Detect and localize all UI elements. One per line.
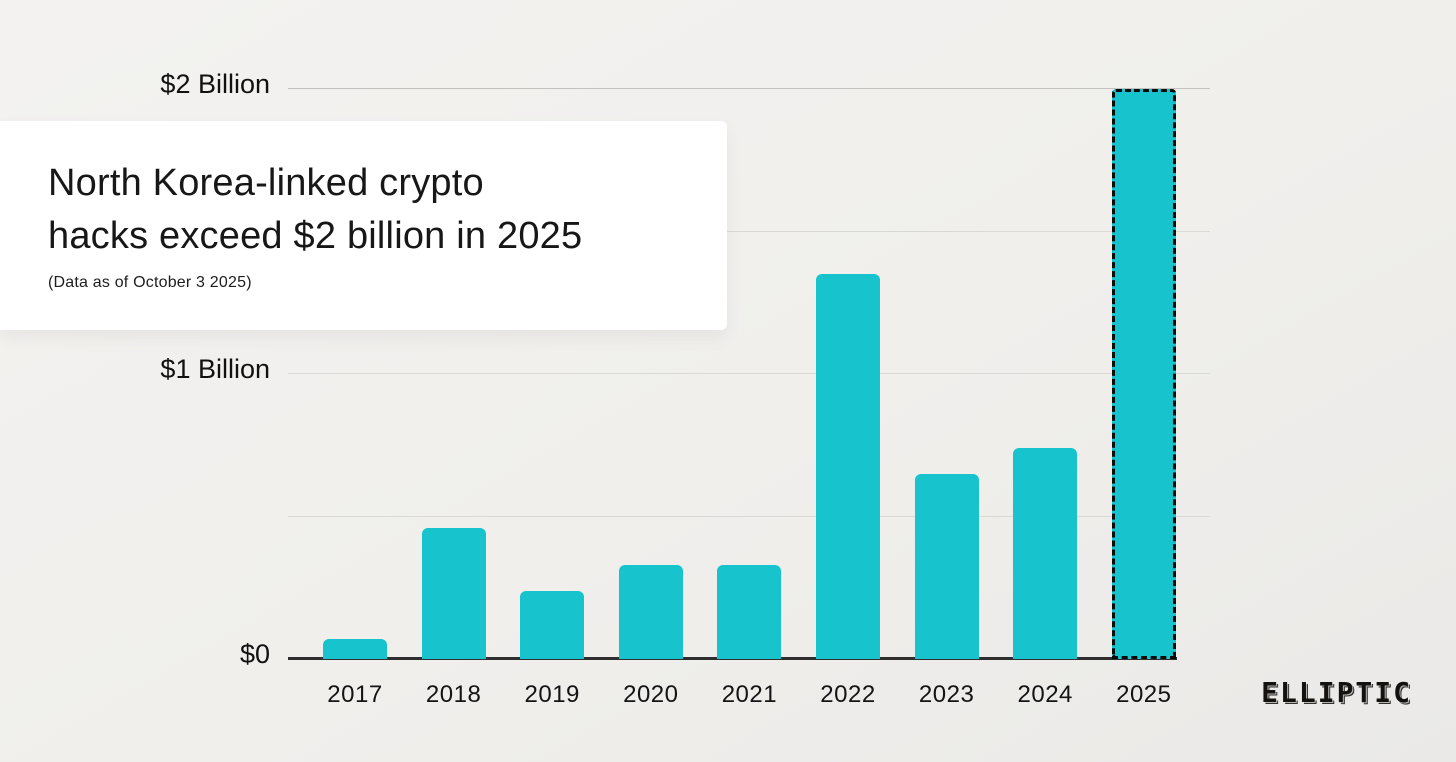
bar-2018 [421,527,486,659]
gridline-0.5b [288,515,1210,517]
y-axis-labels: $0 $1 Billion $2 Billion [0,0,270,762]
y-axis-label-1b: $1 Billion [160,354,270,384]
gridline-1.5b [288,230,1210,232]
x-axis-label-2021: 2021 [721,681,778,708]
elliptic-logo: ELLIPTIC [1261,676,1412,709]
x-axis-label-2022: 2022 [820,681,876,708]
bar-2021 [717,564,782,659]
y-axis-label-0b: $0 [239,639,270,669]
bar-2017 [323,639,387,659]
x-axis-label-2025: 2025 [1116,681,1172,708]
bar-2019 [520,590,585,659]
x-axis-label-2023: 2023 [918,681,975,708]
x-axis-label-2019: 2019 [524,681,580,708]
bar-chart-plot: 2017 2018 2019 2020 2021 2022 2023 2024 2025 [288,88,1210,708]
chart-subtitle: (Data as of October 3 2025) [48,274,252,291]
x-axis-label-2020: 2020 [623,681,679,708]
gridline-2b [288,88,1210,89]
x-axis-label-2017: 2017 [327,681,383,708]
x-axis-label-2018: 2018 [425,681,482,708]
bar-2020 [618,564,683,659]
bar-2023 [914,473,979,659]
title-card: North Korea-linked crypto hacks exceed $… [0,121,727,330]
bar-2024 [1013,448,1078,659]
y-axis-label-2b: $2 Billion [160,69,270,99]
gridline-1b [288,373,1210,374]
bar-2022 [816,274,880,659]
x-axis-label-2024: 2024 [1017,681,1073,708]
chart-title-line-2: hacks exceed $2 billion in 2025 [48,215,583,257]
bar-2025 [1111,89,1176,659]
chart-title-line-1: North Korea-linked crypto [48,162,484,204]
